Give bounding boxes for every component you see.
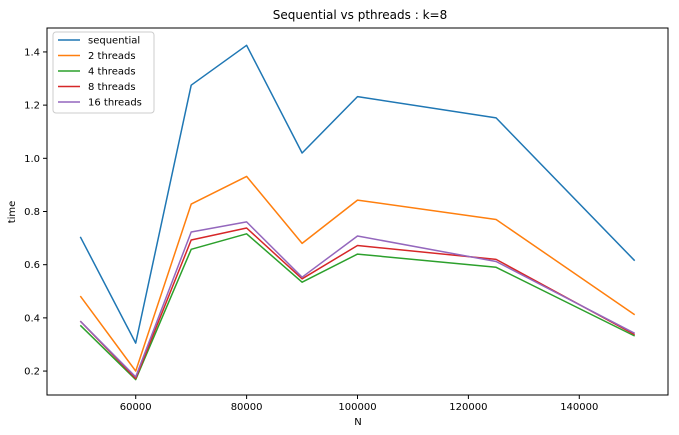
x-tick-label: 140000 [560, 402, 598, 413]
y-tick-label: 0.4 [24, 313, 40, 324]
x-tick-label: 60000 [120, 402, 152, 413]
series-line-0 [79, 44, 636, 344]
x-axis-label: N [354, 417, 361, 428]
x-tick-label: 120000 [449, 402, 487, 413]
legend-label: 16 threads [88, 98, 142, 109]
series-line-4 [79, 221, 636, 378]
y-axis: 0.2 0.4 0.6 0.8 1.0 1.2 1.4 [24, 47, 47, 378]
y-tick-label: 1.2 [24, 101, 40, 112]
y-axis-label: time [7, 201, 18, 224]
series-line-2 [79, 233, 636, 381]
y-tick-label: 0.6 [24, 260, 40, 271]
y-tick-label: 1.4 [24, 47, 40, 58]
legend-label: 2 threads [88, 51, 136, 62]
x-tick-label: 100000 [338, 402, 376, 413]
legend-box [52, 31, 155, 114]
legend-label: 4 threads [88, 67, 136, 78]
chart-title: Sequential vs pthreads : k=8 [273, 8, 447, 22]
y-tick-label: 0.2 [24, 367, 40, 378]
legend-label: 8 threads [88, 82, 136, 93]
x-tick-label: 80000 [231, 402, 263, 413]
series-line-1 [79, 175, 636, 372]
y-tick-label: 1.0 [24, 154, 40, 165]
legend-label: sequential [88, 36, 140, 47]
series-group [79, 44, 636, 381]
y-tick-label: 0.8 [24, 207, 40, 218]
legend: sequential 2 threads 4 threads 8 threads 16 … [52, 31, 155, 114]
x-axis: 60000 80000 100000 120000 140000 [120, 395, 598, 413]
